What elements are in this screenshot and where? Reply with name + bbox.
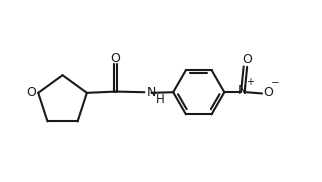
Text: N: N (147, 86, 156, 99)
Text: −: − (270, 78, 279, 88)
Text: H: H (156, 93, 165, 106)
Text: +: + (246, 77, 254, 87)
Text: O: O (242, 54, 251, 66)
Text: O: O (27, 86, 36, 99)
Text: N: N (238, 84, 248, 97)
Text: O: O (263, 86, 273, 99)
Text: O: O (111, 52, 120, 64)
